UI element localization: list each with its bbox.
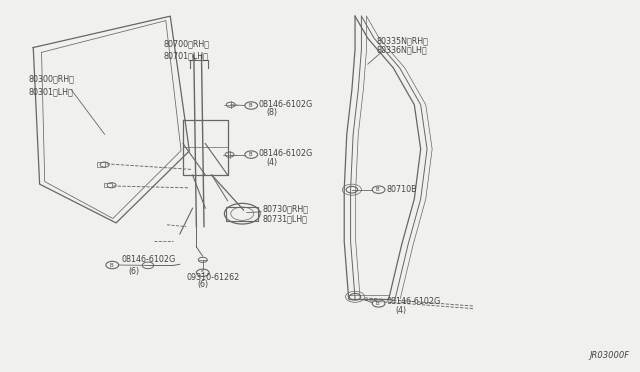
Text: B: B <box>109 263 113 267</box>
Text: 80730〈RH〉: 80730〈RH〉 <box>262 205 308 214</box>
Text: S: S <box>200 270 204 275</box>
Text: (6): (6) <box>129 267 140 276</box>
Text: 08146-6102G: 08146-6102G <box>259 149 313 158</box>
Text: 08146-6102G: 08146-6102G <box>387 298 441 307</box>
Text: (8): (8) <box>266 108 278 118</box>
Text: 80731〈LH〉: 80731〈LH〉 <box>262 214 308 223</box>
Text: 80700〈RH〉: 80700〈RH〉 <box>163 39 209 48</box>
Text: 08146-6102G: 08146-6102G <box>259 100 313 109</box>
Text: JR03000F: JR03000F <box>589 350 629 359</box>
Text: 80336N〈LH〉: 80336N〈LH〉 <box>376 46 427 55</box>
Text: 80300〈RH〉: 80300〈RH〉 <box>28 74 74 83</box>
Text: B: B <box>376 187 379 192</box>
Text: B: B <box>248 103 252 108</box>
Text: 09310-61262: 09310-61262 <box>186 273 239 282</box>
Text: B: B <box>376 301 379 306</box>
Text: (4): (4) <box>395 306 406 315</box>
Text: (4): (4) <box>266 157 278 167</box>
Text: B: B <box>248 152 252 157</box>
Text: 80301〈LH〉: 80301〈LH〉 <box>28 87 73 96</box>
Text: 80335N〈RH〉: 80335N〈RH〉 <box>376 36 428 45</box>
Text: (6): (6) <box>198 280 209 289</box>
Text: 80710B: 80710B <box>387 185 417 194</box>
Text: 80701〈LH〉: 80701〈LH〉 <box>163 52 208 61</box>
Text: 08146-6102G: 08146-6102G <box>121 254 175 263</box>
